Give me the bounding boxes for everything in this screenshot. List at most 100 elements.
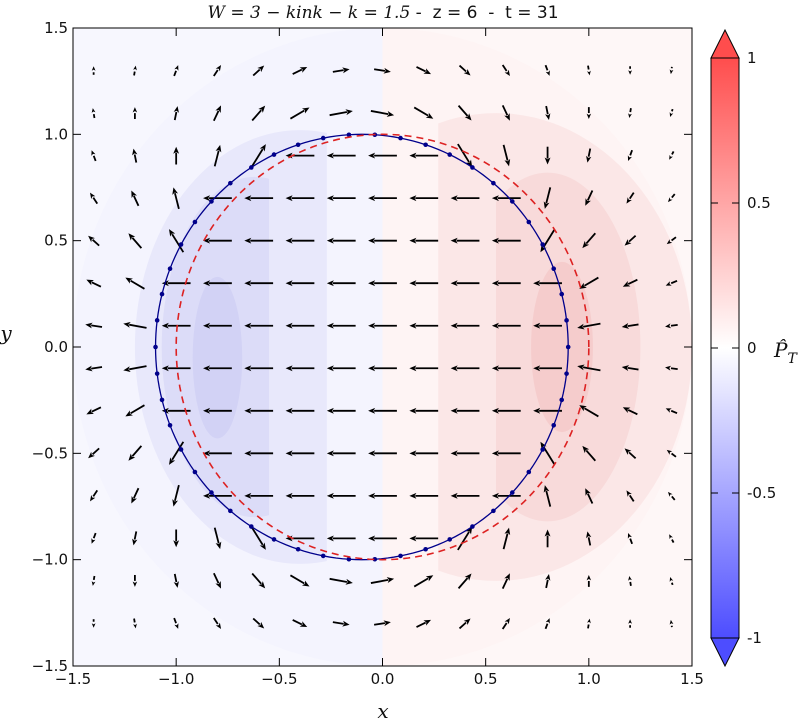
vector-arrow xyxy=(326,492,356,499)
vector-arrow xyxy=(285,492,315,499)
vector-arrow xyxy=(203,237,232,244)
vector-arrow xyxy=(133,618,137,629)
vector-arrow xyxy=(669,108,674,118)
boundary-marker xyxy=(447,537,453,542)
vector-arrow xyxy=(332,620,350,627)
boundary-marker xyxy=(295,142,301,148)
vector-arrow xyxy=(491,365,521,372)
boundary-marker xyxy=(346,556,352,562)
vector-arrow xyxy=(543,187,552,209)
vector-arrow xyxy=(203,407,232,414)
vector-arrow xyxy=(667,491,676,501)
vector-arrow xyxy=(244,450,274,457)
vector-arrow xyxy=(501,64,510,77)
boundary-marker xyxy=(167,266,173,272)
vector-arrow xyxy=(665,280,678,286)
vector-arrow xyxy=(86,279,102,288)
vector-arrow xyxy=(132,574,138,587)
vector-arrow xyxy=(251,105,266,122)
vector-arrow xyxy=(289,574,310,587)
vector-arrow xyxy=(368,492,397,499)
vector-arrow xyxy=(203,322,232,329)
vector-arrow xyxy=(125,404,145,417)
boundary-marker xyxy=(209,199,214,204)
vector-arrow xyxy=(458,618,471,630)
vector-arrow xyxy=(627,149,633,161)
vector-arrow xyxy=(285,407,315,414)
vector-arrow xyxy=(131,487,140,504)
vector-arrow xyxy=(251,572,266,589)
vector-arrow xyxy=(409,322,439,329)
vector-arrow xyxy=(370,577,395,584)
vector-arrow xyxy=(585,190,594,206)
vector-arrow xyxy=(213,105,222,122)
vector-arrow xyxy=(329,109,353,117)
vector-arrow xyxy=(586,531,592,546)
vector-arrow xyxy=(368,365,397,372)
vector-arrow xyxy=(132,107,138,120)
vector-arrow xyxy=(213,527,222,550)
vector-arrow xyxy=(332,67,350,74)
vector-arrow xyxy=(409,450,439,457)
vector-arrow xyxy=(409,535,439,542)
colorbar-tick-label: -1 xyxy=(747,629,762,647)
vector-arrow xyxy=(285,450,315,457)
y-tick-label: 0.5 xyxy=(44,232,68,250)
vector-arrow xyxy=(244,407,274,414)
vector-arrow xyxy=(161,322,191,329)
boundary-marker xyxy=(491,180,496,186)
vector-arrow xyxy=(172,187,180,210)
vector-arrow xyxy=(203,450,232,457)
vector-arrow xyxy=(491,407,521,414)
vector-arrow xyxy=(450,407,480,414)
vector-arrow xyxy=(285,365,315,372)
vector-arrow xyxy=(586,574,592,587)
vector-arrow xyxy=(585,488,594,504)
vector-arrow xyxy=(628,576,632,586)
vector-arrow xyxy=(213,572,222,589)
vector-arrow xyxy=(544,146,551,165)
x-tick-label: −0.5 xyxy=(261,670,297,688)
vector-arrow xyxy=(491,280,521,287)
vector-arrow xyxy=(252,65,265,77)
vector-arrow xyxy=(132,531,138,546)
vector-arrow xyxy=(326,280,356,287)
vector-arrow xyxy=(533,365,562,372)
vector-arrow xyxy=(450,322,480,329)
vector-arrow xyxy=(285,237,315,244)
vector-arrow xyxy=(123,365,147,373)
boundary-marker xyxy=(192,219,198,225)
colorbar-tick-label: -0.5 xyxy=(747,484,776,502)
vector-arrow xyxy=(626,192,635,204)
vector-arrow xyxy=(123,321,147,329)
colorbar-label: P̂T xyxy=(773,338,798,367)
boundary-marker xyxy=(491,508,496,514)
x-axis: −1.5 −1.0 −0.5 0.0 0.5 1.0 1.5 xyxy=(55,28,704,688)
boundary-marker xyxy=(540,447,545,452)
vector-arrow xyxy=(450,195,480,202)
vector-arrow xyxy=(665,365,678,371)
vector-arrow xyxy=(501,105,510,121)
vector-arrow xyxy=(669,534,675,543)
vector-arrow xyxy=(128,233,143,249)
vector-arrow xyxy=(244,492,274,499)
vector-arrow xyxy=(582,232,596,249)
boundary-marker xyxy=(167,422,173,428)
boundary-marker xyxy=(346,132,352,138)
vector-arrow xyxy=(173,65,179,77)
x-tick-label: 0.5 xyxy=(474,670,498,688)
vector-arrow xyxy=(413,106,434,119)
vector-arrow xyxy=(409,365,439,372)
boundary-marker xyxy=(526,469,532,475)
vector-arrow xyxy=(667,193,676,203)
vector-arrow xyxy=(577,364,601,372)
vector-arrow xyxy=(326,195,356,202)
vector-arrow xyxy=(368,407,397,414)
colorbar-top-extension xyxy=(710,28,740,59)
boundary-marker xyxy=(565,344,571,350)
boundary-marker xyxy=(295,546,301,552)
chart-title: W = 3 − kink − k = 1.5 - z = 6 - t = 31 xyxy=(207,3,558,23)
boundary-marker xyxy=(192,469,198,475)
vector-arrow xyxy=(577,322,601,330)
colorbar-tick-label: 0 xyxy=(747,339,757,357)
